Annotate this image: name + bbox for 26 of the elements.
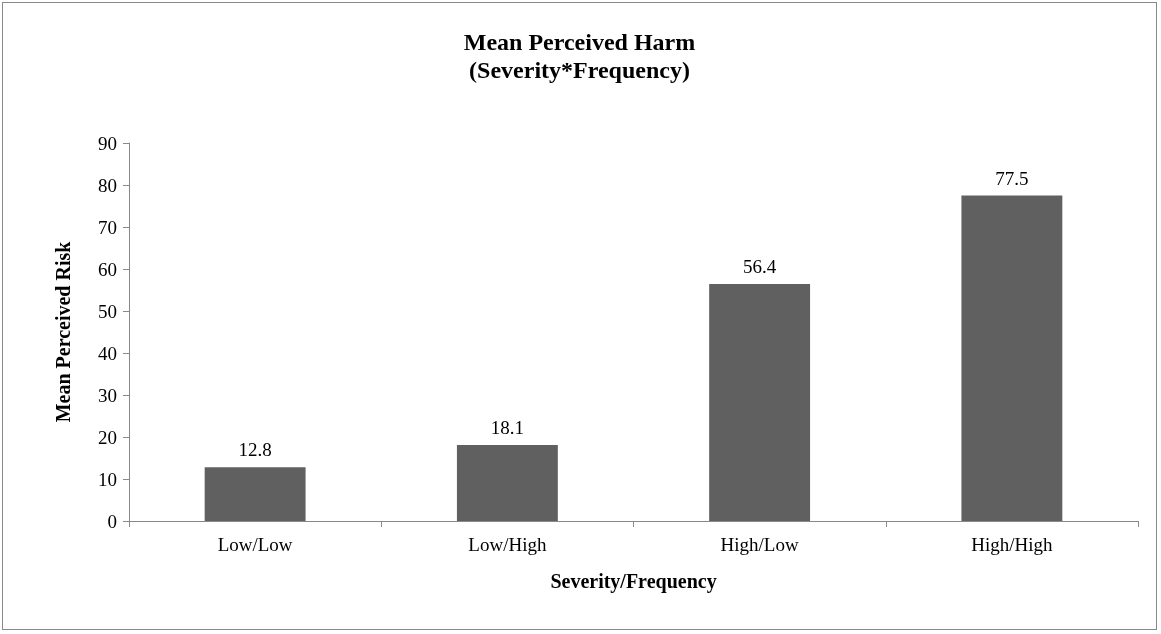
x-tick-label: Low/High <box>468 534 547 555</box>
chart-title: Mean Perceived Harm <box>463 29 696 55</box>
chart-subtitle: (Severity*Frequency) <box>469 57 690 83</box>
y-tick-label: 40 <box>98 342 117 364</box>
bar <box>204 467 306 521</box>
y-tick-label: 80 <box>98 174 117 196</box>
y-tick-label: 70 <box>98 216 117 238</box>
bar <box>961 195 1063 521</box>
x-axis-title: Severity/Frequency <box>550 570 717 593</box>
bar <box>709 284 811 521</box>
y-tick-label: 90 <box>98 132 117 154</box>
x-tick-label: High/Low <box>720 534 799 555</box>
y-tick-label: 60 <box>98 258 117 280</box>
data-label: 77.5 <box>995 167 1029 189</box>
data-label: 18.1 <box>490 416 524 438</box>
y-axis-title: Mean Perceived Risk <box>52 240 74 423</box>
y-tick-label: 30 <box>98 384 117 406</box>
bar <box>456 444 558 521</box>
y-tick-label: 50 <box>98 300 117 322</box>
data-label: 56.4 <box>743 256 777 278</box>
y-tick-label: 0 <box>107 510 117 532</box>
y-tick-label: 10 <box>98 468 117 490</box>
x-tick-label: High/High <box>971 534 1054 555</box>
data-label: 12.8 <box>238 439 272 461</box>
y-tick-label: 20 <box>98 426 117 448</box>
x-tick-label: Low/Low <box>217 534 293 555</box>
